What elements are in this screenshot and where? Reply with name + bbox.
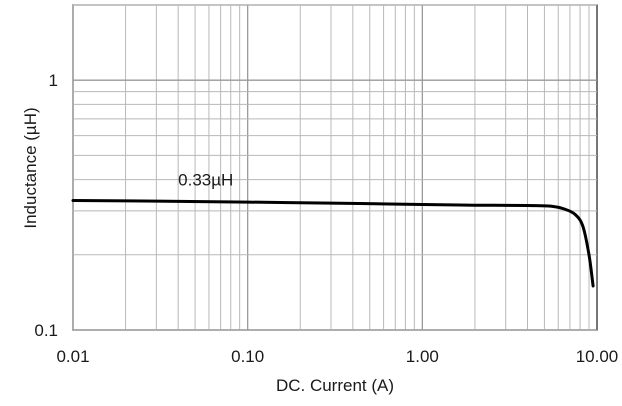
x-axis-label: DC. Current (A): [276, 376, 394, 395]
y-tick-label: 1: [49, 71, 58, 90]
tick-labels: 0.01 0.10 1.00 10.00 0.1 1: [34, 71, 618, 366]
x-tick-label: 0.01: [56, 347, 89, 366]
grid: [72, 4, 597, 331]
y-tick-label: 0.1: [34, 321, 58, 340]
plot-border: [72, 4, 598, 331]
series-layer: [71, 199, 595, 288]
y-axis-label: Inductance (µH): [21, 107, 40, 228]
x-tick-label: 1.00: [406, 347, 439, 366]
x-tick-label: 0.10: [231, 347, 264, 366]
inductance-curve: [71, 199, 595, 288]
annotation-label: 0.33µH: [178, 171, 233, 190]
x-tick-label: 10.00: [576, 347, 619, 366]
